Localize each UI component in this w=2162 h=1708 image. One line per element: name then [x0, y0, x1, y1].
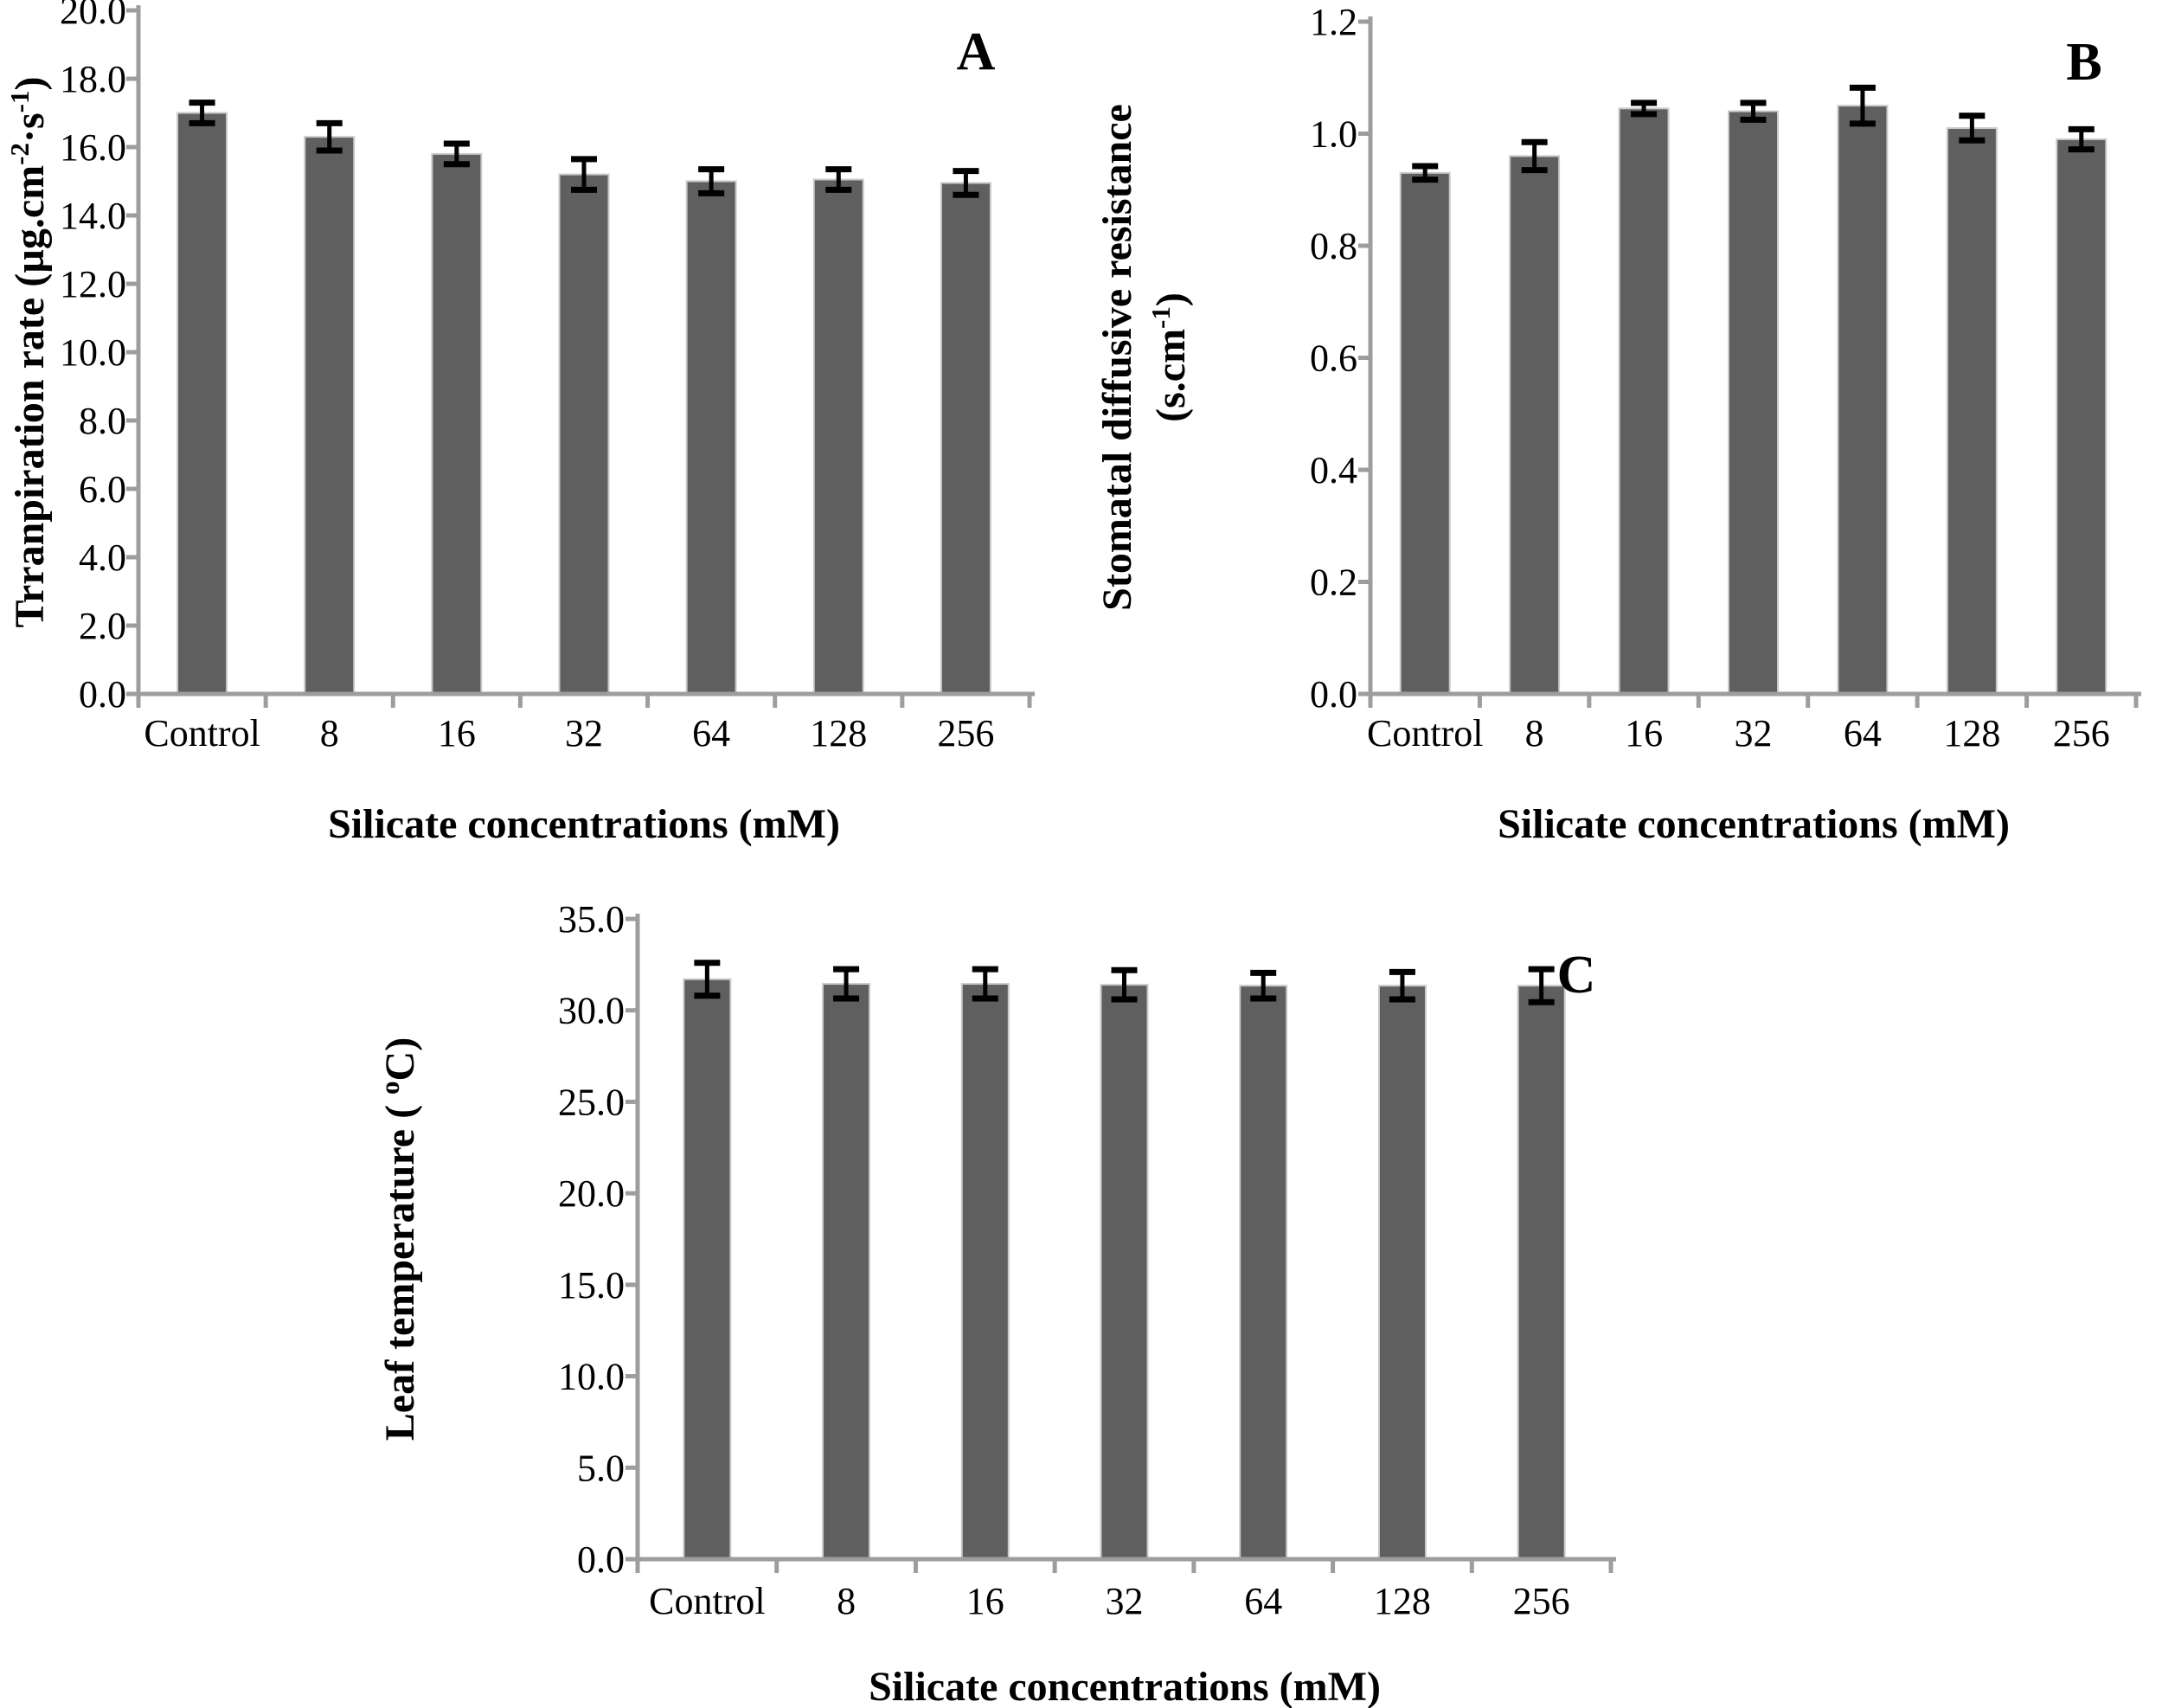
bar — [1946, 127, 1998, 695]
x-axis-title: Silicate concentrations (mM) — [328, 801, 840, 847]
panel-letter: A — [957, 22, 996, 81]
bar — [1377, 985, 1427, 1560]
y-tick-label: 10.0 — [558, 1356, 625, 1398]
y-tick-label: 14.0 — [60, 195, 126, 237]
bar — [1509, 155, 1561, 695]
y-tick-label: 18.0 — [60, 58, 126, 100]
y-tick-label: 15.0 — [558, 1264, 625, 1307]
x-category-label: Control — [649, 1580, 765, 1622]
x-category-label: 16 — [438, 712, 476, 754]
x-category-label: 32 — [565, 712, 603, 754]
bar — [1399, 171, 1451, 695]
y-tick-label: 0.2 — [1310, 562, 1357, 604]
y-tick-label: 0.4 — [1310, 449, 1357, 491]
bar — [2056, 138, 2107, 696]
x-category-label: 128 — [1374, 1580, 1431, 1622]
x-axis-title: Silicate concentrations (mM) — [1498, 801, 2010, 847]
chart-c-svg: 0.0 5.0 10.0 15.0 20.0 25.0 30.0 35.0 Control 8 16… — [375, 898, 1616, 1708]
y-tick-label: 0.0 — [577, 1538, 625, 1581]
bar — [1100, 984, 1149, 1561]
panel-letter: B — [2066, 33, 2101, 92]
x-axis-title: Silicate concentrations (mM) — [869, 1664, 1381, 1708]
bar — [683, 978, 732, 1561]
y-tick-label: 10.0 — [60, 331, 126, 374]
y-tick-label: 6.0 — [79, 468, 126, 510]
panel-letter: C — [1557, 946, 1596, 1005]
bar — [1517, 985, 1566, 1560]
panel-a: 0.0 2.0 4.0 6.0 8.0 10.0 12.0 14.0 16.0 18.0 20.0 C… — [0, 0, 1081, 870]
panel-c: 0.0 5.0 10.0 15.0 20.0 25.0 30.0 35.0 Control 8 16… — [0, 870, 2162, 1708]
y-tick-label: 0.0 — [79, 673, 126, 716]
x-category-label: 8 — [837, 1580, 856, 1622]
bar — [1618, 107, 1670, 696]
bar — [822, 983, 871, 1561]
x-category-label: 256 — [1513, 1580, 1570, 1622]
x-category-label: 64 — [692, 712, 730, 754]
y-tick-label: 20.0 — [558, 1172, 625, 1215]
chart-b-svg: 0.0 0.2 0.4 0.6 0.8 1.0 1.2 Control 8 16 32 64 128 25… — [1094, 1, 2141, 847]
x-category-label: 8 — [320, 712, 339, 754]
y-tick-label: 35.0 — [558, 898, 625, 941]
x-category-label: 32 — [1735, 712, 1773, 754]
bar — [812, 178, 864, 695]
x-category-label: 128 — [810, 712, 867, 754]
bar — [558, 173, 610, 696]
y-tick-label: 16.0 — [60, 126, 126, 169]
y-axis-title: (s.cm-1) — [1145, 292, 1194, 422]
x-category-label: 256 — [937, 712, 994, 754]
bar — [685, 180, 737, 695]
y-tick-label: 8.0 — [79, 400, 126, 442]
chart-a-svg: 0.0 2.0 4.0 6.0 8.0 10.0 12.0 14.0 16.0 18.0 20.0 C… — [4, 0, 1035, 847]
x-category-label: Control — [1367, 712, 1483, 754]
x-category-label: 256 — [2053, 712, 2110, 754]
y-tick-label: 20.0 — [60, 0, 126, 32]
bar — [304, 136, 356, 695]
y-tick-label: 0.0 — [1310, 673, 1357, 716]
y-axis-title: Stomatal diffusive resistance — [1094, 104, 1140, 611]
y-tick-label: 25.0 — [558, 1081, 625, 1123]
x-category-label: 32 — [1106, 1580, 1144, 1622]
y-tick-label: 12.0 — [60, 263, 126, 305]
y-tick-label: 4.0 — [79, 536, 126, 579]
y-tick-label: 2.0 — [79, 605, 126, 647]
y-axis-title: Trranpiration rate (µg.cm-2·s-1) — [4, 77, 53, 628]
x-category-label: 64 — [1844, 712, 1882, 754]
y-tick-label: 1.2 — [1310, 1, 1357, 43]
y-tick-label: 5.0 — [577, 1447, 625, 1489]
x-category-label: 128 — [1943, 712, 2000, 754]
x-category-label: 16 — [1625, 712, 1663, 754]
x-category-label: 64 — [1244, 1580, 1282, 1622]
y-tick-label: 0.6 — [1310, 337, 1357, 380]
bar — [431, 152, 483, 695]
y-tick-label: 1.0 — [1310, 113, 1357, 156]
bar — [1837, 105, 1889, 695]
x-category-label: Control — [144, 712, 260, 754]
y-axis-title: Leaf temperature ( oC) — [375, 1037, 423, 1441]
bar — [960, 983, 1010, 1561]
x-category-label: 8 — [1525, 712, 1544, 754]
bar — [940, 182, 991, 696]
bar — [1239, 985, 1288, 1560]
bar — [176, 112, 228, 695]
y-tick-label: 30.0 — [558, 990, 625, 1032]
bar — [1728, 110, 1779, 696]
y-tick-label: 0.8 — [1310, 225, 1357, 267]
panel-b: 0.0 0.2 0.4 0.6 0.8 1.0 1.2 Control 8 16 32 64 128 25… — [1081, 0, 2162, 870]
x-category-label: 16 — [966, 1580, 1004, 1622]
